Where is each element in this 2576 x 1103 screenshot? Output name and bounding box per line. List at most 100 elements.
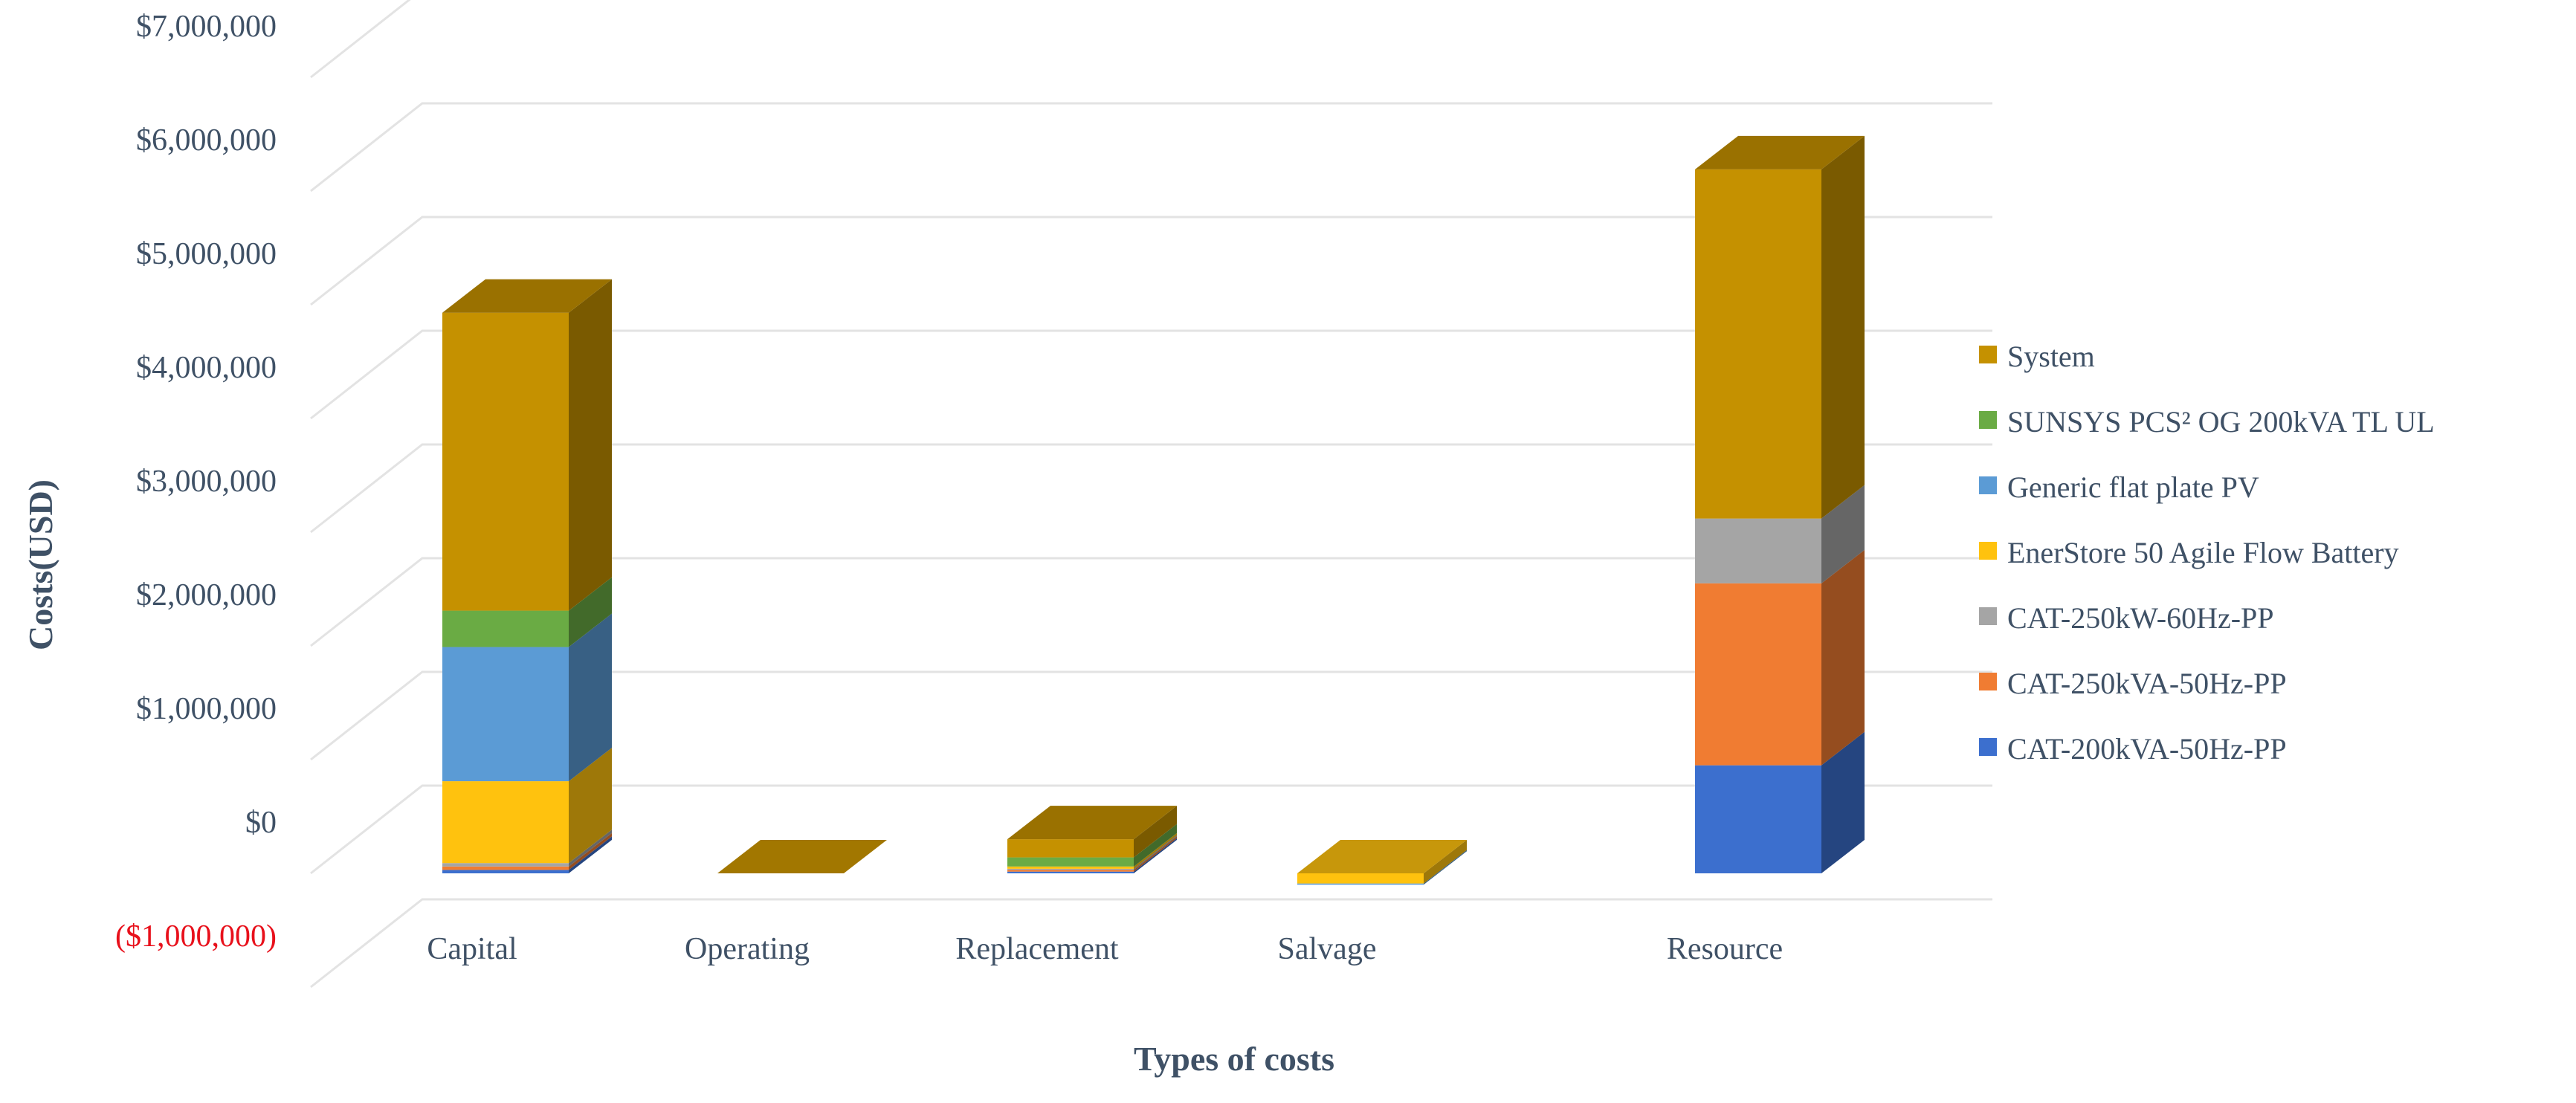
bar-segment — [1007, 868, 1134, 870]
bar-stack — [717, 840, 887, 873]
bar-stack — [1695, 135, 1865, 873]
bar-segment — [1007, 857, 1134, 867]
y-tick-label: $6,000,000 — [136, 123, 277, 158]
bar-segment — [442, 866, 569, 870]
bar-segment — [442, 647, 569, 782]
legend-item: Generic flat plate PV — [1979, 470, 2259, 504]
gridline — [310, 898, 1992, 989]
legend-label: Generic flat plate PV — [2007, 470, 2259, 504]
bar-stack — [1297, 840, 1467, 885]
bar-segment-side — [1134, 824, 1177, 867]
x-tick-label: Operating — [685, 932, 810, 966]
bar-segment — [1007, 839, 1134, 858]
y-tick-label: $3,000,000 — [136, 465, 277, 499]
gridline — [310, 670, 1992, 761]
gridline — [310, 784, 1992, 875]
bar-segment-side — [1134, 836, 1177, 872]
legend-swatch — [1979, 542, 1997, 560]
bar-segment-side — [569, 829, 612, 867]
bar-segment-side — [569, 279, 612, 611]
y-axis-title: Costs(USD) — [22, 479, 59, 650]
bar-segment — [442, 781, 569, 864]
bars — [442, 135, 1865, 885]
bar-top-face — [1007, 806, 1177, 840]
bar-segment — [1695, 765, 1821, 873]
legend-swatch — [1979, 476, 1997, 494]
legend-item: SUNSYS PCS² OG 200kVA TL UL — [1979, 405, 2435, 439]
y-tick-label: $5,000,000 — [136, 237, 277, 271]
bar-top-face — [1695, 135, 1865, 169]
legend-label: EnerStore 50 Agile Flow Battery — [2007, 536, 2399, 569]
y-tick-label: $1,000,000 — [136, 692, 277, 726]
legend-item: System — [1979, 340, 2095, 373]
bar-segment — [1007, 871, 1134, 873]
legend-item: CAT-200kVA-50Hz-PP — [1979, 732, 2287, 766]
legend-swatch — [1979, 411, 1997, 429]
x-tick-label: Resource — [1667, 932, 1783, 966]
bar-segment — [1007, 866, 1134, 869]
bar-segment — [1695, 518, 1821, 583]
y-tick-label: $0 — [245, 806, 277, 840]
bar-segment-side — [1821, 549, 1865, 766]
bar-segment-side — [569, 832, 612, 870]
bar-segment-side — [1821, 485, 1865, 583]
bar-segment-side — [1134, 835, 1177, 870]
gridlines — [310, 0, 1992, 989]
legend-label: System — [2007, 340, 2095, 373]
bar-segment-side — [1821, 731, 1865, 873]
bar-segment-side — [569, 748, 612, 864]
x-tick-label: Replacement — [955, 932, 1119, 966]
legend-swatch — [1979, 607, 1997, 625]
legend: System SUNSYS PCS² OG 200kVA TL UL Generic… — [1979, 340, 2435, 766]
bar-segment — [1007, 870, 1134, 872]
category-labels: Capital Operating Replacement Salvage Resour… — [427, 932, 1783, 966]
bar-segment — [442, 863, 569, 867]
bar-segment — [1297, 873, 1424, 884]
x-axis-title: Types of costs — [1134, 1040, 1334, 1078]
bar-segment — [442, 312, 569, 611]
bar-stack — [442, 279, 612, 873]
legend-swatch — [1979, 738, 1997, 756]
gridline — [310, 557, 1992, 647]
y-tick-label: $7,000,000 — [136, 10, 277, 44]
bar-top-face — [1297, 840, 1467, 873]
legend-swatch — [1979, 673, 1997, 690]
gridline — [310, 102, 1992, 193]
bar-segment-side — [569, 577, 612, 647]
gridline — [310, 329, 1992, 420]
y-axis-tick-labels: ($1,000,000) $0 $1,000,000 $2,000,000 $3,000… — [115, 10, 277, 954]
gridline — [310, 0, 411, 79]
bar-top-face — [717, 840, 887, 873]
y-tick-label: $4,000,000 — [136, 351, 277, 385]
bar-segment — [1695, 583, 1821, 766]
bar-segment-side — [569, 836, 612, 873]
bar-segment-side — [1134, 838, 1177, 873]
legend-label: CAT-200kVA-50Hz-PP — [2007, 732, 2287, 766]
x-tick-label: Salvage — [1278, 932, 1377, 966]
legend-item: CAT-250kVA-50Hz-PP — [1979, 667, 2287, 700]
bar-segment-side — [1424, 850, 1467, 885]
y-tick-label: ($1,000,000) — [115, 919, 277, 954]
legend-swatch — [1979, 346, 1997, 363]
gridline — [310, 216, 1992, 306]
legend-label: CAT-250kW-60Hz-PP — [2007, 601, 2274, 635]
legend-label: SUNSYS PCS² OG 200kVA TL UL — [2007, 405, 2435, 439]
bar-segment-side — [1821, 135, 1865, 519]
legend-item: CAT-250kW-60Hz-PP — [1979, 601, 2274, 635]
y-tick-label: $2,000,000 — [136, 578, 277, 612]
bar-stack — [1007, 806, 1177, 873]
bar-segment — [1297, 883, 1424, 885]
bar-segment — [1695, 169, 1821, 519]
bar-segment-side — [569, 613, 612, 782]
bar-segment-side — [1424, 840, 1467, 884]
legend-item: EnerStore 50 Agile Flow Battery — [1979, 536, 2399, 569]
bar-segment — [442, 870, 569, 873]
bar-segment — [442, 610, 569, 647]
bar-top-face — [442, 279, 612, 313]
x-tick-label: Capital — [427, 932, 517, 966]
gridline — [310, 443, 1992, 534]
bar-segment-side — [1134, 832, 1177, 869]
legend-label: CAT-250kVA-50Hz-PP — [2007, 667, 2287, 700]
bar-segment-side — [1134, 806, 1177, 858]
